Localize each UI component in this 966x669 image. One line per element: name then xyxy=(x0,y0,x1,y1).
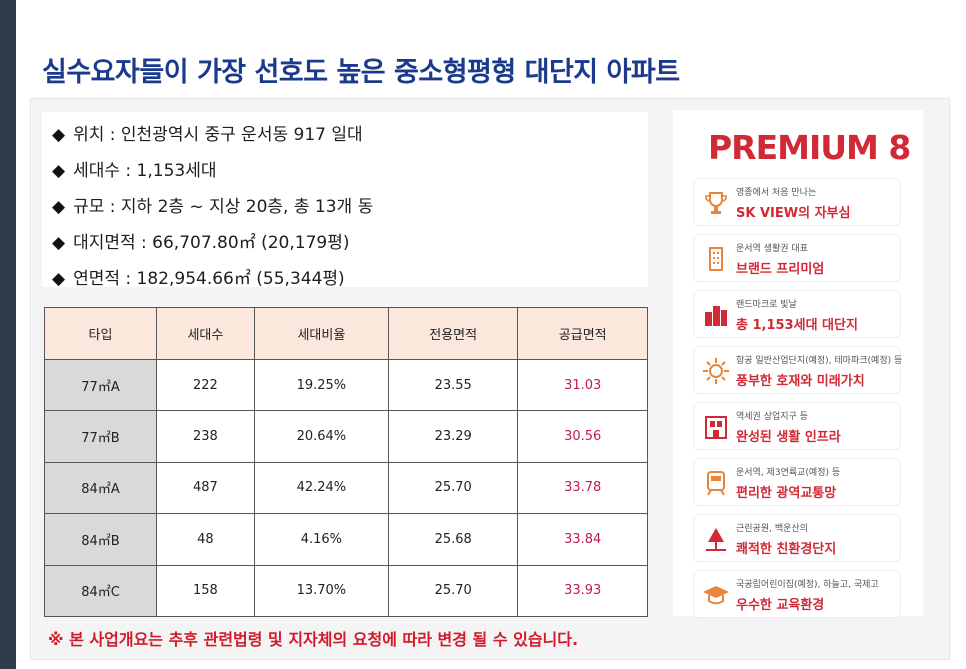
header-households: 세대수 xyxy=(156,307,255,360)
diamond-bullet-icon: ◆ xyxy=(52,161,66,181)
premium-item-caption: 영종에서 처음 만나는 xyxy=(736,188,817,198)
cell-supply-area: 33.78 xyxy=(517,461,648,515)
diamond-bullet-icon: ◆ xyxy=(52,197,66,217)
premium-title: PREMIUM 8 xyxy=(708,128,911,167)
premium-item-heading: 쾌적한 친환경단지 xyxy=(736,542,837,557)
trophy-icon xyxy=(705,192,727,214)
premium-item-heading: 완성된 생활 인프라 xyxy=(736,430,841,445)
cell-supply-area: 33.93 xyxy=(517,564,648,618)
premium-item-heading: 풍부한 호재와 미래가치 xyxy=(736,374,865,389)
sun-icon xyxy=(703,358,729,384)
premium8-panel: PREMIUM 8 영종에서 처음 만나는 SK VIEW의 자부심 운서역 생… xyxy=(673,110,923,618)
header-type: 타입 xyxy=(44,307,157,360)
header-ratio: 세대비율 xyxy=(253,307,389,360)
cell-ratio: 19.25% xyxy=(253,358,389,412)
table-row: 84㎡B 48 4.16% 25.68 33.84 xyxy=(44,513,648,566)
cell-ratio: 42.24% xyxy=(253,461,389,515)
info-location: ◆ 위치 : 인천광역시 중구 운서동 917 일대 xyxy=(52,125,363,145)
cell-type: 84㎡A xyxy=(44,461,157,515)
table-row: 77㎡B 238 20.64% 23.29 30.56 xyxy=(44,410,648,463)
project-info-box: ◆ 위치 : 인천광역시 중구 운서동 917 일대 ◆ 세대수 : 1,153세대… xyxy=(42,112,648,289)
premium-item: 역세권 상업지구 등 완성된 생활 인프라 xyxy=(693,402,901,450)
diamond-bullet-icon: ◆ xyxy=(52,233,66,253)
header-supply-area: 공급면적 xyxy=(517,307,648,360)
cell-households: 158 xyxy=(156,564,255,618)
premium-item-heading: 브랜드 프리미엄 xyxy=(736,262,825,277)
diamond-bullet-icon: ◆ xyxy=(52,269,66,289)
cell-ratio: 13.70% xyxy=(253,564,389,618)
train-icon xyxy=(707,471,725,496)
cell-type: 84㎡B xyxy=(44,513,157,566)
graduation-cap-icon xyxy=(703,586,729,605)
park-icon xyxy=(706,528,726,551)
premium-item: 국공립어린이집(예정), 하늘고, 국제고 우수한 교육환경 xyxy=(693,570,901,618)
left-accent-bar xyxy=(0,0,16,669)
premium-item: 영종에서 처음 만나는 SK VIEW의 자부심 xyxy=(693,178,901,226)
cell-exclusive-area: 25.70 xyxy=(387,461,519,515)
premium-item-caption: 역세권 상업지구 등 xyxy=(736,412,808,422)
cell-households: 222 xyxy=(156,358,255,412)
premium-item: 운서역 생활권 대표 브랜드 프리미엄 xyxy=(693,234,901,282)
cell-supply-area: 33.84 xyxy=(517,513,648,566)
cell-ratio: 4.16% xyxy=(253,513,389,566)
apartment-icon xyxy=(705,306,727,326)
shop-icon xyxy=(705,416,727,439)
info-households: ◆ 세대수 : 1,153세대 xyxy=(52,161,217,181)
cell-households: 48 xyxy=(156,513,255,566)
premium-item-heading: SK VIEW의 자부심 xyxy=(736,206,851,221)
cell-exclusive-area: 25.68 xyxy=(387,513,519,566)
premium-item-heading: 편리한 광역교통망 xyxy=(736,486,837,501)
diamond-bullet-icon: ◆ xyxy=(52,125,66,145)
table-row: 84㎡A 487 42.24% 25.70 33.78 xyxy=(44,461,648,515)
premium-item-caption: 항공 일반산업단지(예정), 테마파크(예정) 등 xyxy=(736,356,903,366)
page-title: 실수요자들이 가장 선호도 높은 중소형평형 대단지 아파트 xyxy=(42,57,680,88)
premium-item-heading: 총 1,153세대 대단지 xyxy=(736,318,858,333)
disclaimer-note: ※ 본 사업개요는 추후 관련법령 및 지자체의 요청에 따라 변경 될 수 있… xyxy=(48,630,579,649)
cell-exclusive-area: 25.70 xyxy=(387,564,519,618)
premium-item: 운서역, 제3연륙교(예정) 등 편리한 광역교통망 xyxy=(693,458,901,506)
premium-item: 근린공원, 백운산의 쾌적한 친환경단지 xyxy=(693,514,901,562)
cell-ratio: 20.64% xyxy=(253,410,389,463)
cell-exclusive-area: 23.29 xyxy=(387,410,519,463)
cell-supply-area: 30.56 xyxy=(517,410,648,463)
cell-supply-area: 31.03 xyxy=(517,358,648,412)
info-floor-area: ◆ 연면적 : 182,954.66㎡ (55,344평) xyxy=(52,269,345,289)
header-exclusive-area: 전용면적 xyxy=(387,307,519,360)
building-icon xyxy=(709,247,723,271)
cell-type: 77㎡A xyxy=(44,358,157,412)
cell-households: 487 xyxy=(156,461,255,515)
cell-households: 238 xyxy=(156,410,255,463)
table-header-row: 타입 세대수 세대비율 전용면적 공급면적 xyxy=(44,307,648,360)
table-row: 84㎡C 158 13.70% 25.70 33.93 xyxy=(44,564,648,618)
premium-item-heading: 우수한 교육환경 xyxy=(736,598,825,613)
unit-type-table: 타입 세대수 세대비율 전용면적 공급면적 77㎡A 222 19.25% 23… xyxy=(44,307,648,618)
premium-item: 랜드마크로 빛날 총 1,153세대 대단지 xyxy=(693,290,901,338)
premium-item-caption: 랜드마크로 빛날 xyxy=(736,300,797,310)
premium-item-caption: 운서역 생활권 대표 xyxy=(736,244,808,254)
premium-item: 항공 일반산업단지(예정), 테마파크(예정) 등 풍부한 호재와 미래가치 xyxy=(693,346,903,394)
premium-item-caption: 국공립어린이집(예정), 하늘고, 국제고 xyxy=(736,580,879,590)
premium-item-caption: 근린공원, 백운산의 xyxy=(736,524,808,534)
cell-exclusive-area: 23.55 xyxy=(387,358,519,412)
premium-item-caption: 운서역, 제3연륙교(예정) 등 xyxy=(736,468,841,478)
table-row: 77㎡A 222 19.25% 23.55 31.03 xyxy=(44,358,648,412)
cell-type: 84㎡C xyxy=(44,564,157,618)
info-scale: ◆ 규모 : 지하 2층 ~ 지상 20층, 총 13개 동 xyxy=(52,197,374,217)
info-site-area: ◆ 대지면적 : 66,707.80㎡ (20,179평) xyxy=(52,233,350,253)
cell-type: 77㎡B xyxy=(44,410,157,463)
